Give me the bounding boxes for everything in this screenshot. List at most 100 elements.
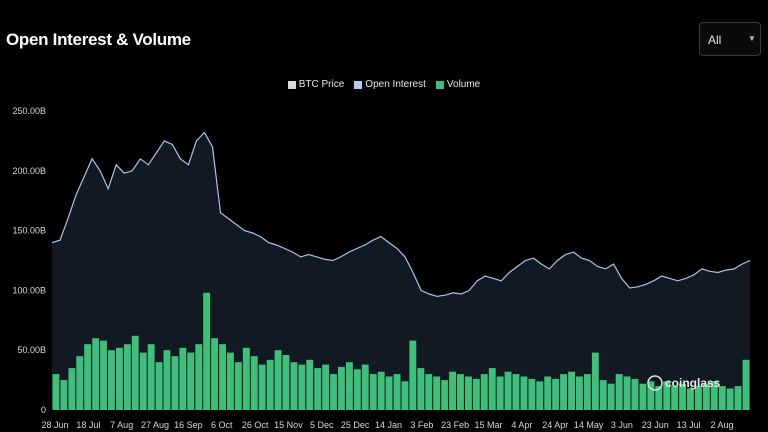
x-tick-label: 3 Feb bbox=[410, 420, 433, 430]
x-tick-label: 15 Nov bbox=[274, 420, 303, 430]
volume-bar bbox=[131, 335, 139, 410]
volume-bar bbox=[346, 362, 353, 410]
legend-item-open-interest[interactable]: Open Interest bbox=[354, 79, 426, 90]
x-tick-label: 23 Feb bbox=[441, 420, 469, 430]
coinglass-watermark: coinglass bbox=[647, 375, 721, 391]
legend-item-volume[interactable]: Volume bbox=[435, 79, 480, 90]
volume-bar bbox=[298, 364, 306, 410]
volume-bar bbox=[322, 364, 330, 410]
x-tick-label: 2 Aug bbox=[710, 420, 733, 430]
volume-bar bbox=[179, 347, 187, 410]
chart-legend: BTC Price Open Interest Volume bbox=[0, 79, 768, 90]
volume-bar bbox=[147, 344, 155, 410]
volume-bar bbox=[576, 376, 583, 410]
open-interest-fill bbox=[52, 132, 750, 410]
volume-bar bbox=[203, 292, 211, 410]
volume-bar bbox=[607, 383, 615, 410]
x-tick-label: 27 Aug bbox=[141, 420, 169, 430]
volume-bar bbox=[266, 359, 274, 410]
volume-bar bbox=[465, 376, 472, 410]
volume-bar bbox=[504, 371, 512, 410]
x-tick-label: 23 Jun bbox=[642, 420, 669, 430]
volume-bar bbox=[401, 381, 409, 410]
x-tick-label: 16 Sep bbox=[174, 420, 203, 430]
volume-bar bbox=[274, 350, 282, 410]
volume-bar bbox=[187, 352, 195, 410]
volume-bar bbox=[219, 344, 226, 410]
volume-bar bbox=[163, 350, 171, 410]
legend-label: Open Interest bbox=[365, 79, 426, 90]
time-range-value: All bbox=[708, 33, 722, 47]
open-interest-area bbox=[51, 131, 751, 410]
volume-bar bbox=[433, 376, 441, 410]
volume-bar bbox=[655, 386, 663, 410]
legend-label: BTC Price bbox=[298, 79, 345, 90]
volume-bar bbox=[583, 374, 591, 410]
volume-bar bbox=[480, 374, 488, 410]
volume-bar bbox=[68, 368, 76, 410]
volume-bar bbox=[84, 344, 92, 410]
volume-bar bbox=[417, 368, 425, 410]
volume-bar bbox=[139, 352, 147, 410]
volume-bar bbox=[338, 366, 345, 410]
volume-bar bbox=[742, 359, 750, 410]
volume-bar bbox=[393, 374, 401, 410]
x-tick-label: 3 Jun bbox=[611, 420, 633, 430]
x-tick-label: 28 Jun bbox=[41, 420, 68, 430]
volume-bar bbox=[123, 344, 131, 410]
legend-item-btc-price[interactable]: BTC Price bbox=[287, 79, 345, 90]
volume-bar bbox=[599, 380, 607, 410]
chevron-down-icon: ▼ bbox=[748, 34, 756, 43]
volume-bar bbox=[639, 383, 647, 410]
coinglass-logo-icon bbox=[647, 375, 663, 391]
volume-bar bbox=[702, 383, 710, 410]
time-range-select[interactable]: All ▼ bbox=[699, 22, 761, 56]
volume-bar bbox=[663, 381, 671, 410]
y-tick-label: 250.00B bbox=[12, 106, 46, 116]
volume-bar bbox=[314, 368, 322, 410]
volume-bar bbox=[227, 352, 234, 410]
volume-bar bbox=[718, 386, 726, 410]
volume-bar bbox=[108, 350, 115, 410]
volume-bar bbox=[60, 380, 68, 410]
x-tick-label: 14 Jan bbox=[375, 420, 402, 430]
volume-bar bbox=[457, 374, 464, 410]
volume-bar bbox=[409, 340, 417, 410]
volume-bars bbox=[52, 292, 750, 410]
volume-bar bbox=[552, 378, 560, 410]
volume-bar bbox=[353, 369, 361, 410]
chart-title: Open Interest & Volume bbox=[6, 30, 191, 49]
volume-bar bbox=[695, 386, 702, 410]
volume-bar bbox=[671, 386, 679, 410]
volume-bar bbox=[385, 376, 393, 410]
volume-bar bbox=[155, 362, 163, 410]
x-tick-label: 13 Jul bbox=[677, 420, 701, 430]
volume-bar bbox=[679, 383, 686, 410]
volume-bar bbox=[512, 374, 520, 410]
volume-bar bbox=[734, 386, 742, 410]
volume-bar bbox=[441, 380, 449, 410]
volume-bar bbox=[195, 344, 203, 410]
volume-bar bbox=[100, 340, 107, 410]
legend-swatch bbox=[287, 80, 296, 89]
y-tick-label: 0 bbox=[41, 405, 46, 415]
volume-bar bbox=[425, 374, 433, 410]
volume-bar bbox=[591, 352, 599, 410]
volume-bar bbox=[92, 338, 100, 410]
volume-bar bbox=[536, 381, 544, 410]
volume-bar bbox=[631, 378, 639, 410]
volume-bar bbox=[623, 376, 631, 410]
y-tick-label: 150.00B bbox=[12, 226, 46, 236]
volume-bar bbox=[242, 347, 250, 410]
volume-bar bbox=[250, 356, 258, 410]
volume-bar bbox=[361, 364, 369, 410]
volume-bar bbox=[282, 355, 290, 410]
volume-bar bbox=[488, 368, 496, 410]
y-tick-label: 50.00B bbox=[17, 345, 46, 355]
x-tick-label: 4 Apr bbox=[511, 420, 532, 430]
coinglass-watermark-text: coinglass bbox=[665, 376, 721, 390]
y-tick-label: 100.00B bbox=[12, 285, 46, 295]
volume-bar bbox=[496, 376, 504, 410]
volume-bar bbox=[258, 364, 266, 410]
volume-bar bbox=[52, 374, 60, 410]
